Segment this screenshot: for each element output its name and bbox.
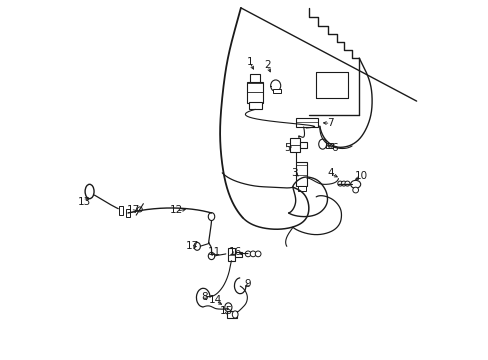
Text: 12: 12	[169, 206, 183, 216]
Text: 17: 17	[126, 206, 140, 216]
FancyBboxPatch shape	[296, 118, 317, 127]
Bar	[235, 252, 241, 257]
Ellipse shape	[208, 252, 214, 260]
Circle shape	[250, 251, 255, 257]
Ellipse shape	[232, 311, 238, 318]
Text: 9: 9	[244, 279, 251, 289]
Text: 10: 10	[354, 171, 367, 181]
Text: 2: 2	[264, 60, 270, 70]
Ellipse shape	[194, 242, 200, 250]
Bar	[247, 82, 263, 103]
Bar	[296, 162, 306, 186]
Text: 8: 8	[202, 292, 208, 302]
Text: 3: 3	[291, 168, 297, 178]
Ellipse shape	[350, 180, 360, 188]
Text: 5: 5	[284, 143, 290, 153]
Bar	[300, 142, 306, 148]
Circle shape	[255, 251, 261, 257]
Circle shape	[344, 181, 349, 186]
Ellipse shape	[352, 187, 358, 193]
Ellipse shape	[318, 139, 326, 149]
Circle shape	[341, 181, 346, 186]
Ellipse shape	[224, 303, 231, 312]
Bar	[125, 209, 130, 217]
Text: 11: 11	[207, 247, 220, 257]
Bar	[227, 248, 235, 261]
Text: 13: 13	[78, 197, 91, 207]
Circle shape	[137, 207, 142, 212]
Text: 16: 16	[228, 247, 242, 257]
Text: 6: 6	[330, 143, 337, 153]
Ellipse shape	[85, 184, 94, 199]
Bar	[250, 74, 260, 82]
Bar	[248, 102, 261, 109]
Text: 1: 1	[246, 57, 253, 67]
Circle shape	[337, 181, 342, 186]
Bar	[273, 89, 281, 93]
Ellipse shape	[270, 80, 280, 91]
Bar	[227, 311, 236, 319]
Text: 7: 7	[326, 118, 333, 128]
Bar	[325, 143, 332, 148]
Bar	[119, 206, 122, 215]
Bar	[290, 138, 300, 152]
Ellipse shape	[208, 213, 214, 221]
Bar	[297, 186, 305, 192]
Text: 15: 15	[220, 306, 233, 316]
Text: 14: 14	[209, 295, 222, 305]
Text: 17: 17	[185, 241, 199, 251]
Circle shape	[244, 251, 250, 257]
Text: 4: 4	[326, 168, 333, 178]
